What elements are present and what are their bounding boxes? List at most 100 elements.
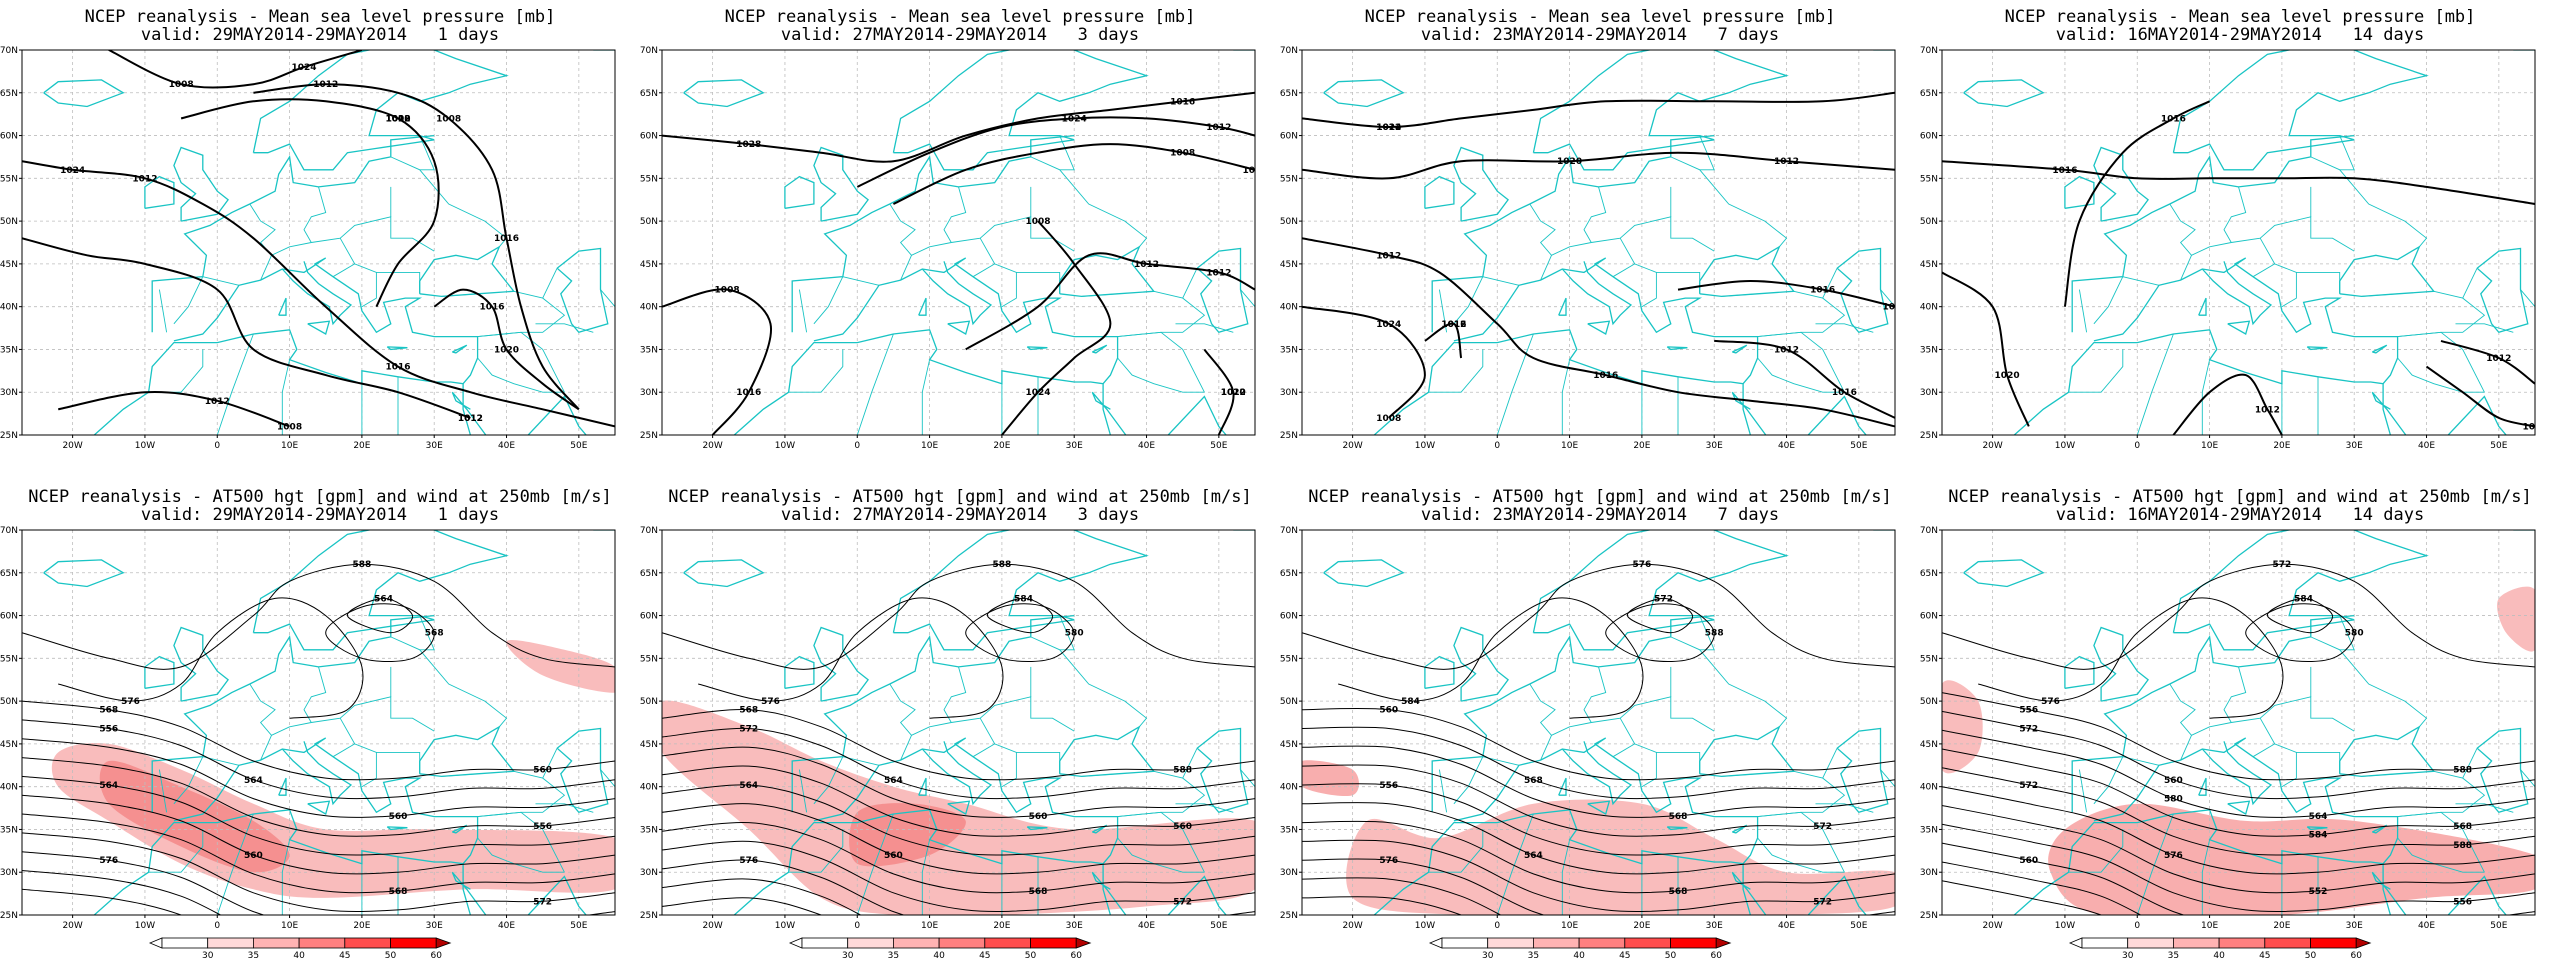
lon-tick-label: 10W — [1415, 441, 1435, 451]
country-border — [2223, 666, 2247, 723]
contour-label: 1012 — [1376, 251, 1401, 261]
lon-tick-label: 40E — [1778, 441, 1795, 451]
lon-tick-label: 40E — [1138, 441, 1155, 451]
contour-label: 572 — [2272, 560, 2291, 570]
contour-label: 1012 — [1221, 388, 1246, 398]
lat-tick-label: 40N — [1280, 783, 1298, 793]
coastline — [1731, 871, 1787, 915]
contour-label: 580 — [884, 926, 903, 936]
legend-swatch — [2218, 937, 2266, 949]
contour-label: 560 — [389, 812, 408, 822]
country-border — [1529, 683, 1556, 761]
country-border — [813, 276, 844, 325]
lat-tick-label: 60N — [1280, 612, 1298, 622]
lon-tick-label: 10W — [775, 441, 795, 451]
contour-label: 1008 — [1170, 149, 1195, 159]
lat-tick-label: 25N — [1280, 431, 1298, 441]
coastline — [1836, 247, 1889, 334]
coastline — [2093, 257, 2399, 385]
coastline — [2227, 320, 2251, 335]
lat-tick-label: 25N — [640, 911, 658, 921]
country-border — [1117, 331, 1205, 393]
country-border — [216, 333, 254, 435]
country-border — [1822, 268, 1838, 299]
lat-tick-label: 50N — [640, 697, 658, 707]
lon-tick-label: 0 — [1494, 921, 1500, 931]
lat-tick-label: 55N — [0, 174, 18, 184]
country-border — [2093, 276, 2124, 325]
lat-tick-label: 65N — [640, 569, 658, 579]
contour-line — [662, 840, 1255, 913]
country-border — [2169, 683, 2196, 761]
legend-swatch — [2081, 937, 2129, 949]
legend-swatch — [344, 937, 391, 949]
coastline — [2013, 329, 2392, 435]
coastline — [918, 297, 927, 316]
coastline — [1092, 344, 1108, 354]
contour-line — [22, 851, 615, 915]
contour-label: 560 — [533, 766, 552, 776]
contour-line — [1942, 710, 2535, 800]
lat-tick-label: 60N — [0, 132, 18, 142]
contour-label: 580 — [1065, 629, 1084, 639]
lat-tick-label: 50N — [1920, 697, 1938, 707]
legend-swatch — [938, 937, 986, 949]
country-border — [2310, 636, 2428, 728]
legend-swatch — [2310, 937, 2357, 949]
country-border — [1815, 323, 1874, 333]
country-border — [2169, 203, 2196, 281]
contour-line — [1302, 820, 1895, 894]
country-border — [361, 752, 377, 788]
wind-speed-legend: 30 35 40 45 50 60 — [2068, 937, 2372, 960]
lon-tick-label: 10E — [921, 921, 938, 931]
country-border — [1561, 839, 1571, 915]
coastline — [813, 737, 1119, 865]
panel-valid-period: valid: 16MAY2014-29MAY2014 14 days — [2055, 25, 2425, 45]
contour-label: 584 — [2309, 831, 2328, 841]
lat-tick-label: 70N — [640, 526, 658, 536]
contour-label: 564 — [2164, 926, 2183, 936]
contour-label: 1024 — [1376, 320, 1401, 330]
lon-tick-label: 30E — [426, 921, 443, 931]
lat-tick-label: 65N — [1920, 89, 1938, 99]
country-border — [2397, 811, 2485, 873]
lat-tick-label: 25N — [640, 431, 658, 441]
lat-tick-label: 70N — [1280, 526, 1298, 536]
contour-line — [1302, 151, 1895, 180]
coastline — [1424, 655, 1455, 689]
contour-line — [662, 288, 773, 435]
contour-label: 576 — [2164, 851, 2183, 861]
map-frame — [1301, 49, 1896, 436]
lat-tick-label: 65N — [0, 569, 18, 579]
coastline — [1196, 727, 1249, 814]
coastline — [1666, 346, 1688, 351]
map-panel-z500-3d: NCEP reanalysis - AT500 hgt [gpm] and wi… — [640, 480, 1280, 960]
contour-line — [1942, 729, 2535, 818]
coastline — [1963, 79, 2045, 108]
contour-label: 1012 — [205, 397, 230, 407]
country-border — [2136, 333, 2174, 435]
coastline — [2071, 134, 2355, 333]
contour-line — [22, 757, 615, 837]
country-border — [390, 156, 508, 248]
contour-line — [1302, 91, 1895, 129]
lon-tick-label: 20W — [702, 441, 722, 451]
coastline — [1532, 530, 1789, 651]
lon-tick-label: 20E — [1633, 921, 1650, 931]
country-border — [2455, 803, 2514, 813]
contour-line — [1942, 160, 2535, 205]
coastline — [784, 175, 815, 209]
coastline — [2447, 395, 2507, 435]
lat-tick-label: 40N — [1920, 783, 1938, 793]
country-border — [1453, 276, 1484, 325]
coastline — [173, 257, 479, 385]
lat-tick-label: 30N — [640, 388, 658, 398]
legend-swatch — [1487, 937, 1534, 949]
map-frame — [661, 529, 1256, 916]
country-border — [2339, 615, 2355, 651]
wind-speed-legend: 30 35 40 45 50 60 — [148, 937, 452, 960]
lon-tick-label: 20W — [1982, 921, 2002, 931]
map-canvas: 1016 1016 1020 1012 1008 1012 70N 65N 60N 55N 50N 4… — [1920, 46, 2536, 451]
country-border — [419, 615, 435, 651]
lon-tick-label: 10E — [921, 441, 938, 451]
